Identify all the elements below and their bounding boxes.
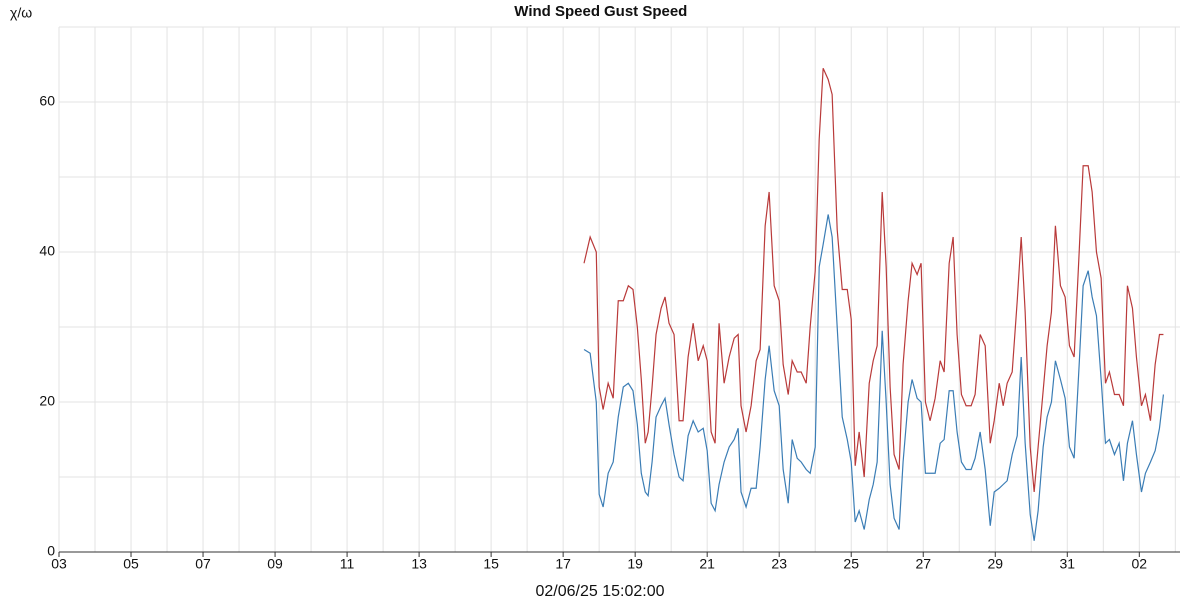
x-tick-label: 03 xyxy=(51,556,67,572)
series-line xyxy=(583,68,1164,493)
y-axis-label: χ/ω xyxy=(10,5,32,21)
y-tick-label: 40 xyxy=(39,243,55,259)
x-tick-label: 09 xyxy=(267,556,283,572)
x-tick-label: 29 xyxy=(987,556,1003,572)
y-tick-label: 20 xyxy=(39,393,55,409)
x-tick-label: 25 xyxy=(843,556,859,572)
x-tick-label: 13 xyxy=(411,556,427,572)
y-tick-label: 0 xyxy=(47,543,55,559)
x-tick-label: 11 xyxy=(340,556,355,572)
x-tick-label: 07 xyxy=(195,556,211,572)
x-tick-label: 27 xyxy=(915,556,931,572)
x-tick-label: 31 xyxy=(1059,556,1075,572)
legend-entry: Wind Speed xyxy=(514,3,600,20)
x-axis-label: 02/06/25 15:02:00 xyxy=(535,583,664,600)
x-tick-label: 19 xyxy=(627,556,643,572)
x-tick-label: 23 xyxy=(771,556,787,572)
series-line xyxy=(583,214,1165,541)
x-tick-label: 05 xyxy=(123,556,139,572)
x-tick-label: 15 xyxy=(483,556,499,572)
legend-entry: Gust Speed xyxy=(604,3,687,20)
y-tick-label: 60 xyxy=(39,93,55,109)
x-tick-label: 21 xyxy=(699,556,715,572)
x-tick-label: 17 xyxy=(555,556,571,572)
x-tick-label: 02 xyxy=(1132,556,1148,572)
